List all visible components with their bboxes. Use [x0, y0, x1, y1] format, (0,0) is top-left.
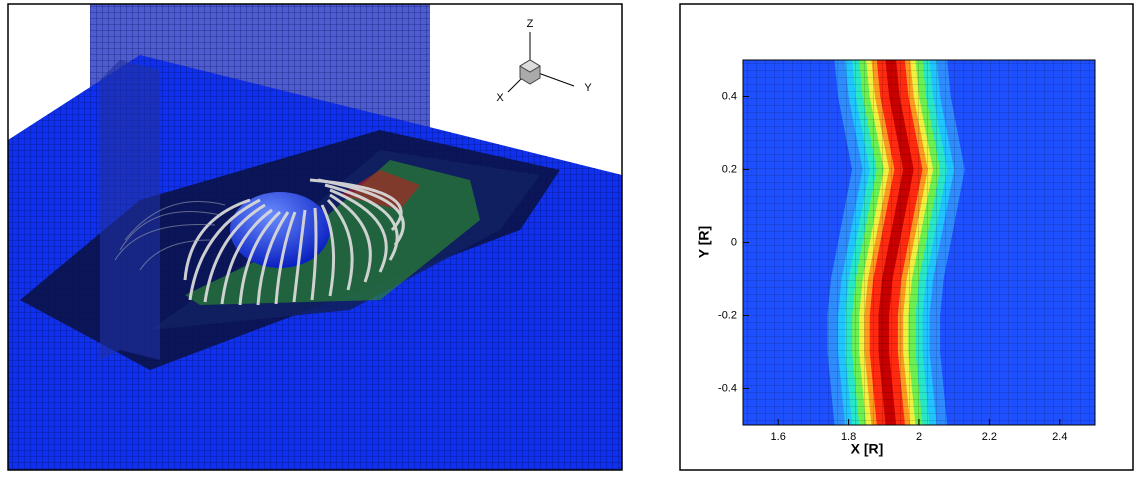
x-axis-label: X [R]	[851, 441, 884, 457]
mesh	[743, 60, 1095, 425]
y-tick-label: 0.2	[722, 163, 737, 175]
x-tick-label: 1.6	[771, 431, 786, 443]
x-tick-label: 2.2	[982, 431, 997, 443]
y-tick-label: 0.4	[722, 90, 737, 102]
contour-plot: 1.6 1.8 2 2.2 2.4 -0.4 -0.2 0 0.2 0.4	[718, 59, 1096, 443]
triad-label: Y	[584, 82, 592, 94]
panel-frame	[7, 3, 623, 471]
x-tick-label: 2	[916, 431, 922, 443]
y-axis-label: Y [R]	[696, 226, 712, 258]
axis-triad: Z X Y	[496, 18, 592, 104]
y-tick-label: 0	[731, 236, 737, 248]
triad-label: X	[496, 92, 504, 104]
triad-label: Z	[527, 18, 534, 30]
y-tick-label: -0.2	[718, 309, 737, 321]
y-tick-label: -0.4	[718, 382, 737, 394]
x-tick-label: 1.8	[841, 431, 856, 443]
scene-panel	[8, 4, 622, 470]
x-tick-label: 2.4	[1052, 431, 1067, 443]
